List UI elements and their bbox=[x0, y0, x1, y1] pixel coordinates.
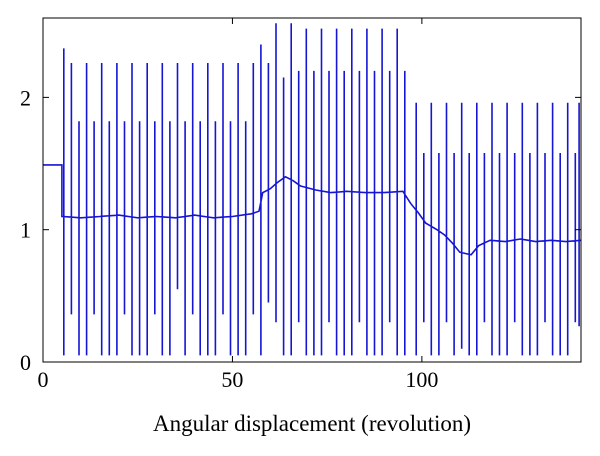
y-tick-label: 0 bbox=[20, 350, 31, 375]
plot-frame bbox=[42, 17, 582, 363]
y-tick-label: 1 bbox=[20, 218, 31, 243]
y-axis: 0 1 2 bbox=[20, 85, 581, 375]
x-axis: 0 50 100 bbox=[38, 18, 438, 392]
y-tick-label: 2 bbox=[20, 85, 31, 110]
x-tick-label: 50 bbox=[221, 367, 243, 392]
x-tick-label: 100 bbox=[405, 367, 438, 392]
plot-area bbox=[43, 23, 582, 356]
x-axis-label: Angular displacement (revolution) bbox=[153, 411, 471, 436]
x-tick-label: 0 bbox=[38, 367, 49, 392]
series-line bbox=[43, 23, 582, 356]
